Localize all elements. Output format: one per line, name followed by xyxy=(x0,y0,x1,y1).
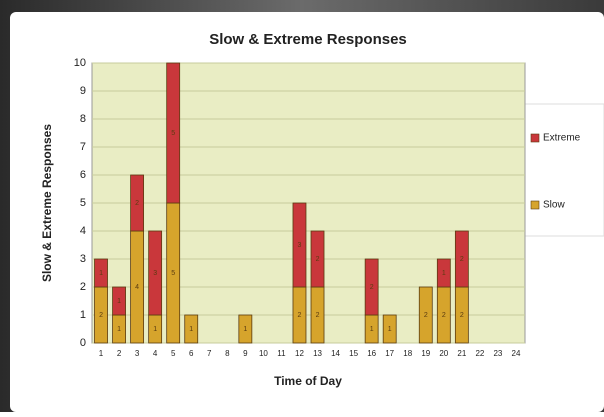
x-tick-label: 16 xyxy=(367,349,376,358)
data-label: 2 xyxy=(298,312,302,319)
x-tick-label: 15 xyxy=(349,349,358,358)
x-tick-label: 8 xyxy=(225,349,230,358)
data-label: 2 xyxy=(460,312,464,319)
x-tick-label: 3 xyxy=(135,349,140,358)
x-tick-label: 6 xyxy=(189,349,194,358)
y-tick-label: 4 xyxy=(80,225,86,237)
chart-title: Slow & Extreme Responses xyxy=(209,31,407,48)
data-label: 5 xyxy=(171,270,175,277)
x-tick-label: 22 xyxy=(475,349,484,358)
x-tick-label: 19 xyxy=(421,349,430,358)
x-tick-label: 18 xyxy=(403,349,412,358)
data-label: 1 xyxy=(117,326,121,333)
x-tick-label: 24 xyxy=(512,349,521,358)
x-tick-label: 2 xyxy=(117,349,122,358)
y-tick-label: 8 xyxy=(80,113,86,125)
x-tick-label: 13 xyxy=(313,349,322,358)
data-label: 1 xyxy=(442,270,446,277)
data-label: 2 xyxy=(370,284,374,291)
data-label: 3 xyxy=(153,270,157,277)
legend-swatch xyxy=(531,134,539,142)
y-tick-label: 9 xyxy=(80,85,86,97)
x-tick-label: 11 xyxy=(277,349,286,358)
data-label: 1 xyxy=(370,326,374,333)
data-label: 2 xyxy=(442,312,446,319)
y-tick-label: 10 xyxy=(74,57,86,69)
data-label: 4 xyxy=(135,284,139,291)
legend-label: Extreme xyxy=(543,133,581,144)
x-tick-label: 17 xyxy=(385,349,394,358)
x-tick-label: 21 xyxy=(457,349,466,358)
y-axis-label: Slow & Extreme Responses xyxy=(40,124,54,282)
data-label: 1 xyxy=(99,270,103,277)
y-tick-label: 2 xyxy=(80,281,86,293)
x-tick-label: 9 xyxy=(243,349,248,358)
data-label: 1 xyxy=(189,326,193,333)
x-tick-label: 12 xyxy=(295,349,304,358)
x-tick-label: 5 xyxy=(171,349,176,358)
x-tick-label: 4 xyxy=(153,349,158,358)
y-tick-label: 5 xyxy=(80,197,86,209)
data-label: 1 xyxy=(153,326,157,333)
legend-label: Slow xyxy=(543,200,565,211)
data-label: 1 xyxy=(117,298,121,305)
x-tick-label: 7 xyxy=(207,349,212,358)
y-tick-label: 3 xyxy=(80,253,86,265)
legend-swatch xyxy=(531,201,539,209)
y-tick-label: 1 xyxy=(80,309,86,321)
x-tick-label: 14 xyxy=(331,349,340,358)
data-label: 2 xyxy=(135,200,139,207)
y-tick-label: 6 xyxy=(80,169,86,181)
x-tick-label: 23 xyxy=(493,349,502,358)
data-label: 1 xyxy=(243,326,247,333)
data-label: 2 xyxy=(424,312,428,319)
x-axis-label: Time of Day xyxy=(274,374,342,388)
y-tick-label: 0 xyxy=(80,337,86,349)
data-label: 2 xyxy=(460,256,464,263)
chart: Slow & Extreme Responses Time of Day Slo… xyxy=(0,0,604,412)
x-tick-label: 20 xyxy=(439,349,448,358)
data-label: 2 xyxy=(316,256,320,263)
x-tick-label: 1 xyxy=(99,349,104,358)
data-label: 3 xyxy=(298,242,302,249)
y-tick-label: 7 xyxy=(80,141,86,153)
data-label: 5 xyxy=(171,130,175,137)
data-label: 2 xyxy=(316,312,320,319)
data-label: 2 xyxy=(99,312,103,319)
data-label: 1 xyxy=(388,326,392,333)
x-tick-label: 10 xyxy=(259,349,268,358)
legend-box xyxy=(522,104,604,236)
